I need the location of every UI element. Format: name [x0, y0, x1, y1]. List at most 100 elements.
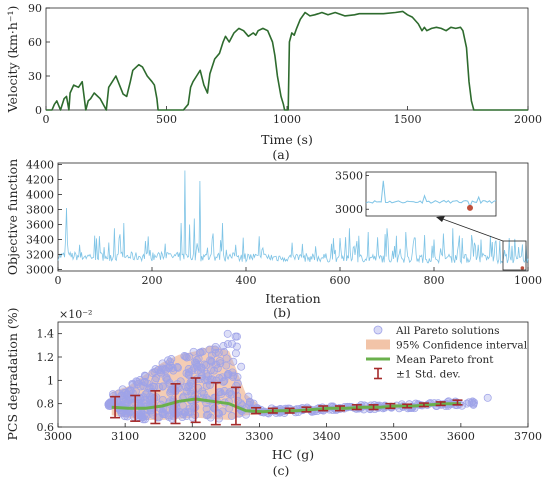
- velocity-y-tick-label: 0: [35, 104, 42, 117]
- pareto-point: [128, 379, 137, 388]
- std-error-bar: [170, 383, 181, 425]
- pareto-point: [158, 364, 167, 373]
- pareto-point: [223, 340, 232, 349]
- objective-x-tick-label: 0: [55, 274, 62, 287]
- mean-pareto-front-line: [111, 397, 461, 414]
- pareto-point: [222, 354, 231, 363]
- pareto-point: [245, 397, 254, 406]
- std-error-bar: [418, 402, 429, 408]
- objective-y-tick-label: 3600: [26, 219, 54, 232]
- std-error-bar: [230, 386, 241, 426]
- inset-best-point: [467, 204, 473, 211]
- pareto-point: [165, 378, 174, 387]
- objective-y-tick-label: 3800: [26, 204, 54, 217]
- legend-scatter-marker: [373, 325, 383, 335]
- pareto-point: [203, 376, 212, 385]
- pareto-x-tick-label: 3600: [447, 430, 475, 443]
- pareto-point: [229, 373, 237, 381]
- velocity-x-tick-label: 1500: [394, 113, 422, 126]
- pareto-x-label: HC (g): [272, 447, 314, 462]
- pareto-point: [150, 368, 159, 377]
- pareto-point: [184, 407, 193, 416]
- objective-x-tick-label: 800: [424, 274, 445, 287]
- velocity-x-tick-label: 2000: [514, 113, 542, 126]
- velocity-y-tick-label: 30: [28, 70, 42, 83]
- pareto-exponent-label: ×10⁻²: [59, 308, 92, 321]
- pareto-point: [191, 358, 200, 367]
- velocity-x-label: Time (s): [261, 132, 313, 147]
- pareto-y-tick-label: 0.6: [37, 421, 55, 434]
- pareto-point: [106, 398, 115, 407]
- inset-series-line: [365, 180, 497, 208]
- pareto-point: [200, 360, 209, 369]
- pareto-point: [218, 407, 227, 416]
- pareto-point: [141, 415, 149, 424]
- pareto-point: [210, 404, 219, 413]
- std-error-bar: [150, 390, 161, 425]
- pareto-point: [204, 410, 212, 419]
- pareto-point: [219, 342, 228, 350]
- pareto-point: [219, 377, 228, 386]
- objective-series-line: [57, 170, 529, 265]
- pareto-point: [202, 404, 211, 413]
- velocity-panel: 0 500 1000 1500 2000 0 30 60 90 Time (s) Veloci…: [5, 2, 542, 162]
- pareto-point: [166, 357, 175, 366]
- pareto-point: [206, 366, 215, 375]
- std-error-bar: [251, 406, 262, 415]
- objective-y-tick-label: 4200: [26, 174, 54, 187]
- pareto-point: [222, 361, 231, 370]
- objective-x-tick-label: 1000: [514, 274, 542, 287]
- objective-y-tick-label: 4400: [26, 159, 54, 172]
- pareto-point: [151, 376, 160, 385]
- pareto-y-tick-label: 1.2: [37, 351, 55, 364]
- pareto-point: [178, 413, 187, 422]
- pareto-point: [182, 383, 191, 391]
- velocity-plot-area: [45, 7, 529, 111]
- pareto-point: [147, 393, 156, 402]
- best-point: [520, 266, 525, 270]
- pareto-y-tick-label: 0.8: [37, 398, 55, 411]
- pareto-point: [233, 332, 241, 341]
- pareto-point: [123, 390, 132, 399]
- pareto-x-tick-label: 3700: [514, 430, 542, 443]
- std-error-bar: [385, 402, 396, 410]
- pareto-point: [224, 370, 233, 378]
- pareto-point: [206, 413, 215, 422]
- pareto-x-tick-label: 3200: [178, 430, 206, 443]
- objective-y-tick-label: 4000: [26, 189, 54, 202]
- velocity-x-tick-label: 1000: [273, 113, 301, 126]
- pareto-point: [236, 399, 245, 408]
- std-error-bar: [267, 407, 278, 414]
- pareto-point: [127, 398, 136, 407]
- std-error-bar: [210, 381, 221, 426]
- pareto-point: [231, 349, 240, 358]
- pareto-point: [141, 390, 150, 399]
- panel-label-a: (a): [272, 147, 289, 162]
- pareto-x-tick-label: 3400: [313, 430, 341, 443]
- objective-x-label: Iteration: [265, 291, 320, 306]
- legend-entry-label: All Pareto solutions: [395, 325, 499, 337]
- panel-label-c: (c): [273, 463, 290, 478]
- legend-entry-label: ±1 Std. dev.: [396, 369, 461, 381]
- zoom-arrow-head: [436, 216, 445, 222]
- objective-panel: 0 200 400 600 800 1000 3000 3200 3400 3600 3800 40…: [5, 159, 542, 321]
- pareto-point: [215, 357, 224, 365]
- std-error-bar: [402, 403, 413, 409]
- std-error-bar: [318, 405, 329, 412]
- objective-y-tick-label: 3400: [26, 234, 54, 247]
- pareto-point: [233, 373, 242, 381]
- velocity-x-tick-label: 0: [43, 113, 50, 126]
- objective-x-tick-label: 600: [330, 274, 351, 287]
- pareto-point: [237, 362, 246, 371]
- pareto-point: [185, 352, 194, 361]
- std-error-bar: [335, 405, 345, 412]
- pareto-point: [198, 347, 207, 356]
- pareto-point: [205, 345, 214, 354]
- pareto-x-tick-label: 3000: [44, 430, 72, 443]
- pareto-point: [136, 382, 145, 391]
- pareto-point: [213, 364, 222, 373]
- inset-y-tick-label: 3500: [335, 169, 363, 182]
- pareto-point: [227, 412, 236, 420]
- pareto-point: [178, 401, 187, 410]
